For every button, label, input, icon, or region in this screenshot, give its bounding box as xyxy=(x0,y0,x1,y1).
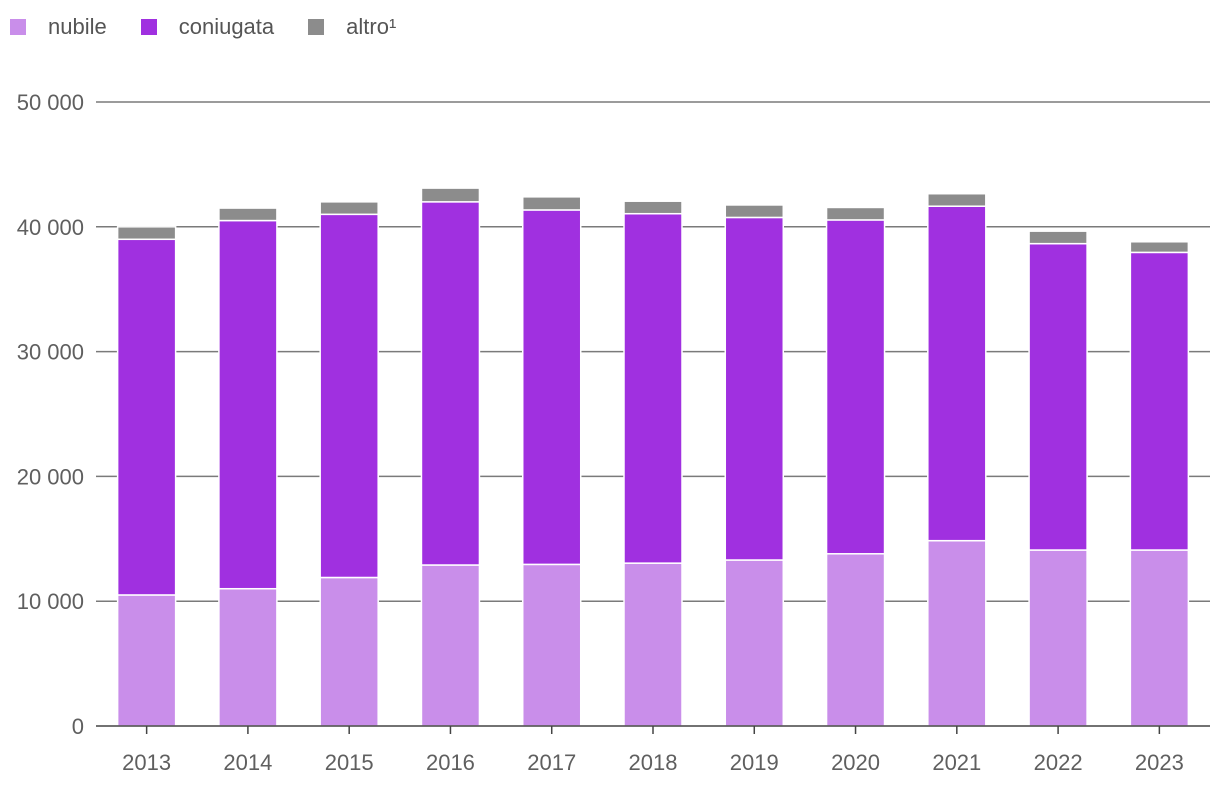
bar-altro-2021 xyxy=(927,192,987,207)
bar-coniugata-2019 xyxy=(724,216,785,561)
bar-nubile-2019 xyxy=(724,559,785,727)
x-tick-label-2014: 2014 xyxy=(223,750,272,775)
bar-altro-2020 xyxy=(825,206,886,221)
legend-item-coniugata: coniugata xyxy=(140,14,275,40)
x-tick-label-2016: 2016 xyxy=(426,750,475,775)
bar-altro-2019 xyxy=(724,204,785,219)
bar-altro-2023 xyxy=(1129,241,1190,254)
bar-coniugata-2023 xyxy=(1129,251,1190,551)
bar-nubile-2017 xyxy=(521,563,582,727)
bar-nubile-2015 xyxy=(319,576,379,727)
chart-legend: nubile coniugata altro¹ xyxy=(10,12,430,42)
bar-altro-2022 xyxy=(1028,230,1088,245)
bar-nubile-2013 xyxy=(116,594,177,727)
bar-coniugata-2017 xyxy=(521,209,582,566)
y-tick-label-0: 0 xyxy=(72,714,84,739)
y-tick-label-50000: 50 000 xyxy=(17,90,84,115)
bar-coniugata-2016 xyxy=(420,201,481,566)
bar-nubile-2021 xyxy=(927,539,987,727)
legend-swatch-coniugata xyxy=(140,19,157,35)
y-tick-label-30000: 30 000 xyxy=(17,340,84,365)
bar-altro-2013 xyxy=(116,226,177,241)
bar-nubile-2022 xyxy=(1028,549,1088,727)
bar-coniugata-2014 xyxy=(218,219,278,590)
y-tick-label-20000: 20 000 xyxy=(17,464,84,489)
bar-altro-2017 xyxy=(521,196,582,211)
x-tick-label-2017: 2017 xyxy=(527,750,576,775)
legend-swatch-altro xyxy=(308,19,325,35)
bar-altro-2014 xyxy=(218,207,278,222)
legend-item-nubile: nubile xyxy=(10,14,107,40)
bar-coniugata-2022 xyxy=(1028,242,1088,551)
x-tick-label-2013: 2013 xyxy=(122,750,171,775)
bar-nubile-2016 xyxy=(420,564,481,727)
bar-altro-2018 xyxy=(623,200,683,215)
legend-swatch-nubile xyxy=(10,19,26,35)
bar-coniugata-2015 xyxy=(319,213,379,579)
bar-coniugata-2018 xyxy=(623,212,683,564)
bar-coniugata-2020 xyxy=(825,219,886,555)
legend-label-nubile: nubile xyxy=(48,14,107,39)
bar-nubile-2023 xyxy=(1129,549,1190,727)
legend-label-altro: altro¹ xyxy=(346,14,397,39)
bar-altro-2016 xyxy=(420,187,481,203)
bar-altro-2015 xyxy=(319,201,379,216)
legend-label-coniugata: coniugata xyxy=(178,14,275,39)
y-tick-label-40000: 40 000 xyxy=(17,215,84,240)
x-tick-label-2019: 2019 xyxy=(730,750,779,775)
x-tick-label-2022: 2022 xyxy=(1034,750,1083,775)
x-tick-label-2023: 2023 xyxy=(1135,750,1184,775)
bar-nubile-2020 xyxy=(825,553,886,727)
bar-nubile-2018 xyxy=(623,562,683,727)
bar-coniugata-2013 xyxy=(116,238,177,596)
y-tick-label-10000: 10 000 xyxy=(17,589,84,614)
x-tick-label-2015: 2015 xyxy=(325,750,374,775)
legend-item-altro: altro¹ xyxy=(308,14,396,40)
x-tick-label-2018: 2018 xyxy=(629,750,678,775)
bar-nubile-2014 xyxy=(218,587,278,727)
bar-coniugata-2021 xyxy=(927,205,987,542)
x-tick-label-2021: 2021 xyxy=(932,750,981,775)
x-tick-label-2020: 2020 xyxy=(831,750,880,775)
